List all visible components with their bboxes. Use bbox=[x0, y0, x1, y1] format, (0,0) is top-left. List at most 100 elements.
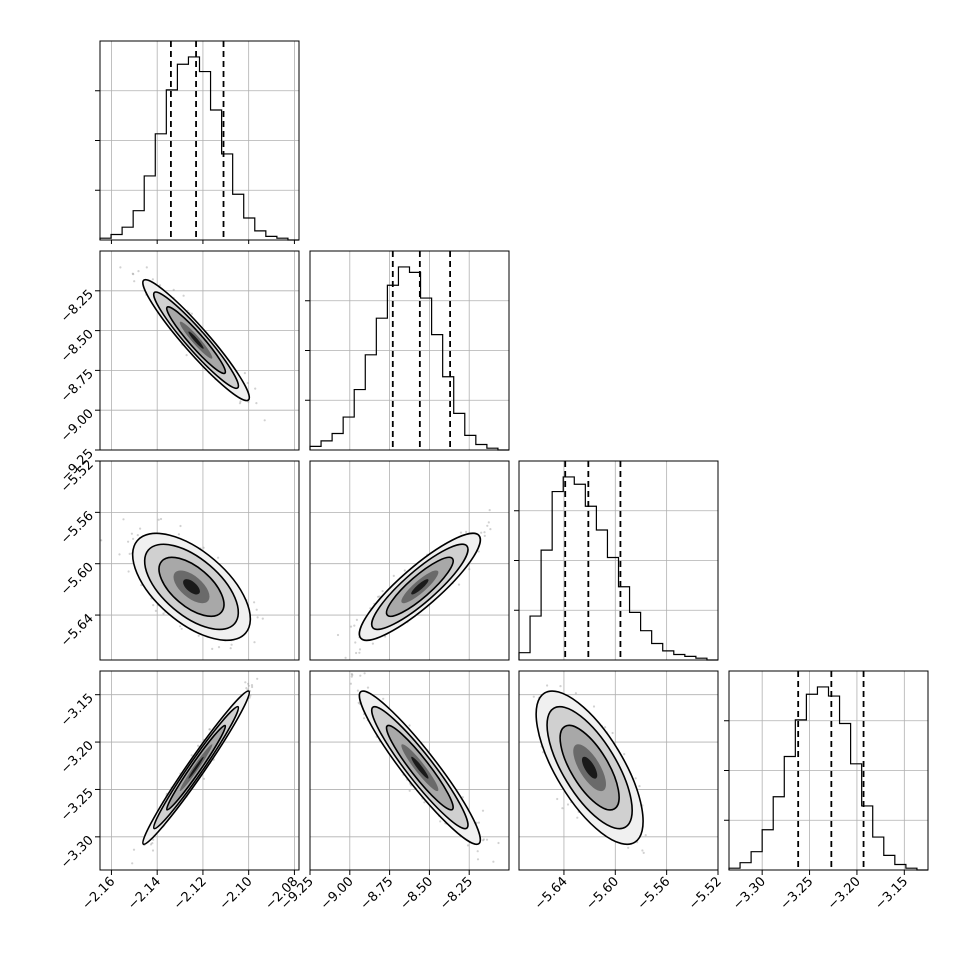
sample-point bbox=[480, 531, 483, 534]
sample-point bbox=[127, 570, 130, 573]
sample-point bbox=[638, 785, 641, 788]
histogram-panel-2 bbox=[514, 460, 719, 661]
y-tick-label-p3: −3.20 bbox=[58, 738, 97, 777]
sample-point bbox=[190, 312, 193, 315]
sample-point bbox=[611, 731, 614, 735]
sample-point bbox=[243, 372, 246, 375]
histogram-step-1 bbox=[309, 266, 509, 451]
sample-point bbox=[255, 608, 258, 611]
sample-point bbox=[350, 672, 353, 676]
y-tick-label-p2: −5.56 bbox=[58, 509, 97, 548]
sample-point bbox=[130, 532, 133, 535]
sample-point bbox=[566, 803, 570, 806]
contour-line-2 bbox=[165, 724, 227, 811]
sample-point bbox=[354, 641, 357, 644]
x-tick-label-p2: −5.60 bbox=[583, 874, 622, 913]
sample-point bbox=[197, 744, 200, 747]
sample-point bbox=[378, 595, 381, 598]
sample-point bbox=[133, 280, 136, 283]
sample-point bbox=[559, 685, 562, 688]
sample-point bbox=[217, 646, 221, 649]
sample-point bbox=[180, 627, 183, 630]
x-tick-label-p0: −2.16 bbox=[79, 874, 118, 913]
sample-point bbox=[482, 838, 485, 841]
density-level-4 bbox=[183, 579, 200, 595]
sample-point bbox=[179, 625, 182, 628]
sample-point bbox=[489, 528, 492, 531]
sample-point bbox=[132, 537, 135, 541]
panel-frame bbox=[518, 460, 719, 661]
sample-point bbox=[154, 609, 157, 613]
sample-point bbox=[136, 534, 139, 537]
histogram-step-0 bbox=[99, 56, 299, 241]
density-level-4 bbox=[188, 756, 204, 779]
sample-point bbox=[477, 550, 480, 553]
sample-point bbox=[350, 675, 353, 678]
histogram-step-3 bbox=[728, 686, 928, 871]
sample-point bbox=[461, 796, 464, 799]
sample-point bbox=[488, 509, 491, 512]
sample-point bbox=[217, 556, 220, 559]
density-layer bbox=[532, 684, 647, 855]
sample-point bbox=[247, 682, 250, 685]
x-tick-label-p0: −2.12 bbox=[171, 874, 210, 913]
contour-line-1 bbox=[143, 543, 240, 631]
contour-line-2 bbox=[385, 556, 454, 618]
sample-point bbox=[145, 266, 148, 269]
density-level-4 bbox=[581, 756, 598, 779]
sample-point bbox=[335, 673, 337, 675]
sample-point bbox=[250, 684, 254, 687]
scatter-panel-2-3 bbox=[518, 670, 719, 871]
histogram-panel-3 bbox=[724, 670, 929, 871]
contour-line-2 bbox=[385, 724, 454, 811]
sample-point bbox=[371, 642, 374, 645]
sample-point bbox=[357, 701, 360, 704]
sample-point bbox=[623, 753, 626, 756]
sample-point bbox=[229, 647, 232, 650]
contour-line-2 bbox=[559, 724, 620, 811]
density-level-4 bbox=[411, 579, 429, 595]
sample-point bbox=[128, 552, 131, 556]
sample-point bbox=[336, 633, 340, 637]
density-layer bbox=[100, 517, 264, 651]
sample-point bbox=[177, 533, 180, 536]
sample-point bbox=[249, 694, 252, 697]
contour-line-0 bbox=[131, 532, 252, 642]
sample-point bbox=[546, 684, 549, 687]
sample-point bbox=[349, 625, 353, 628]
sample-point bbox=[159, 517, 163, 521]
sample-point bbox=[382, 697, 385, 700]
sample-point bbox=[202, 777, 206, 780]
x-tick-label-p1: −8.75 bbox=[358, 874, 397, 913]
sample-point bbox=[122, 518, 125, 521]
y-tick-label-p1: −9.00 bbox=[58, 406, 97, 445]
sample-point bbox=[627, 846, 630, 849]
sample-point bbox=[208, 728, 211, 731]
sample-point bbox=[465, 530, 468, 534]
sample-point bbox=[351, 673, 354, 677]
sample-point bbox=[127, 540, 130, 543]
sample-point bbox=[157, 518, 160, 521]
sample-point bbox=[100, 539, 103, 542]
sample-point bbox=[246, 688, 249, 691]
sample-point bbox=[392, 574, 395, 578]
sample-point bbox=[247, 684, 250, 687]
sample-point bbox=[384, 635, 387, 638]
sample-point bbox=[359, 674, 362, 677]
sample-point bbox=[459, 531, 463, 534]
sample-point bbox=[423, 801, 426, 804]
sample-point bbox=[561, 807, 564, 810]
sample-point bbox=[466, 844, 470, 847]
contour-line-2 bbox=[158, 556, 225, 618]
sample-point bbox=[208, 728, 211, 731]
sample-point bbox=[532, 695, 535, 698]
sample-point bbox=[483, 534, 486, 538]
sample-point bbox=[644, 834, 647, 837]
sample-point bbox=[408, 789, 411, 792]
sample-point bbox=[152, 604, 155, 607]
panel-frame bbox=[99, 460, 300, 661]
sample-point bbox=[642, 851, 645, 855]
sample-point bbox=[592, 705, 596, 708]
y-tick-label-p1: −8.75 bbox=[58, 367, 97, 406]
